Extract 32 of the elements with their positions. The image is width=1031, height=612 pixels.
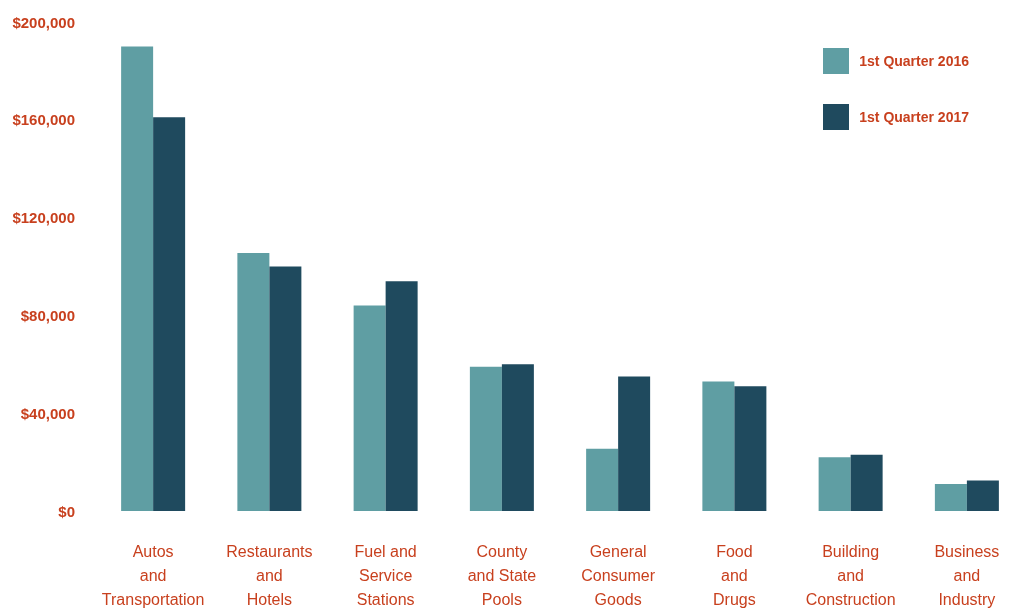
bar bbox=[934, 484, 967, 511]
bar bbox=[237, 253, 270, 511]
bar bbox=[734, 386, 767, 511]
bar bbox=[850, 454, 883, 511]
x-tick-label: Restaurants and Hotels bbox=[226, 542, 313, 608]
legend-label: 1st Quarter 2017 bbox=[859, 109, 969, 125]
x-tick-label: Business and Industry bbox=[934, 542, 1000, 608]
bar bbox=[121, 46, 154, 511]
bar bbox=[153, 117, 186, 511]
bar bbox=[702, 381, 735, 511]
x-tick-label: Food and Drugs bbox=[713, 542, 756, 608]
y-tick-label: $120,000 bbox=[12, 209, 75, 227]
bar bbox=[469, 366, 502, 511]
bar bbox=[385, 281, 418, 511]
x-tick-label: Autos and Transportation bbox=[101, 542, 205, 608]
x-tick-label: County and State Pools bbox=[467, 542, 537, 608]
bar bbox=[501, 364, 534, 511]
y-tick-label: $0 bbox=[58, 502, 75, 520]
x-tick-label: Fuel and Service Stations bbox=[354, 542, 417, 608]
y-tick-label: $160,000 bbox=[12, 111, 75, 129]
bar bbox=[269, 266, 302, 511]
bar bbox=[586, 448, 619, 511]
bar bbox=[818, 457, 851, 511]
x-tick-label: General Consumer Goods bbox=[581, 542, 656, 608]
y-tick-label: $40,000 bbox=[20, 404, 75, 422]
x-tick-label: Building and Construction bbox=[805, 542, 896, 608]
legend-label: 1st Quarter 2016 bbox=[859, 53, 969, 69]
y-tick-label: $80,000 bbox=[20, 306, 75, 324]
y-tick-label: $200,000 bbox=[12, 13, 75, 31]
bar bbox=[618, 376, 651, 511]
bar bbox=[353, 305, 386, 511]
bar bbox=[966, 480, 999, 511]
